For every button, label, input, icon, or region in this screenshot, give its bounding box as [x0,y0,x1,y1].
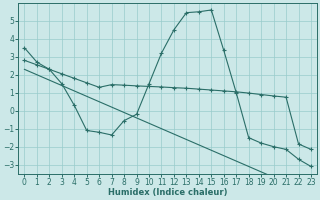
X-axis label: Humidex (Indice chaleur): Humidex (Indice chaleur) [108,188,228,197]
